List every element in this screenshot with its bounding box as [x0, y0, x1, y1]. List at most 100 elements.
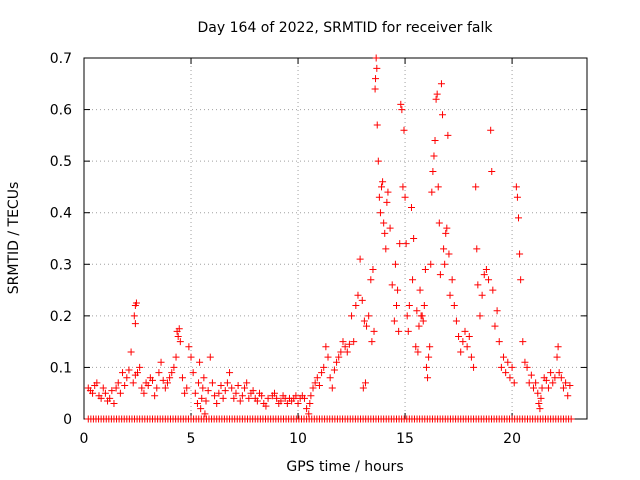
- data-point: [497, 363, 505, 371]
- data-point: [434, 183, 442, 191]
- data-point: [191, 389, 199, 397]
- data-point: [489, 286, 497, 294]
- data-point: [350, 338, 358, 346]
- data-point: [382, 245, 390, 253]
- data-point: [348, 312, 356, 320]
- data-point: [452, 317, 460, 325]
- data-point: [557, 374, 565, 382]
- data-point: [93, 379, 101, 387]
- data-point: [204, 387, 212, 395]
- data-point: [119, 369, 127, 377]
- data-point: [337, 348, 345, 356]
- data-point: [238, 392, 246, 400]
- chart-grid: [84, 58, 587, 419]
- data-point: [384, 188, 392, 196]
- data-point: [566, 381, 574, 389]
- data-point: [441, 260, 449, 268]
- data-point: [148, 376, 156, 384]
- data-point: [495, 338, 503, 346]
- data-point: [388, 281, 396, 289]
- data-point: [380, 219, 388, 227]
- data-point: [431, 137, 439, 145]
- data-point: [472, 183, 480, 191]
- data-point: [409, 276, 417, 284]
- data-point: [264, 394, 272, 402]
- data-point: [161, 384, 169, 392]
- data-point: [283, 400, 291, 408]
- data-point: [228, 384, 236, 392]
- data-point: [521, 358, 529, 366]
- y-tick-label: 0.5: [50, 154, 72, 170]
- data-point: [435, 219, 443, 227]
- data-point: [525, 379, 533, 387]
- data-point: [429, 167, 437, 175]
- data-point: [415, 322, 423, 330]
- data-point: [341, 343, 349, 351]
- data-point: [450, 302, 458, 310]
- data-point: [138, 384, 146, 392]
- y-tick-label: 0.7: [50, 51, 72, 67]
- data-point: [328, 384, 336, 392]
- data-point: [470, 363, 478, 371]
- data-point: [485, 276, 493, 284]
- data-point: [185, 343, 193, 351]
- data-point: [474, 281, 482, 289]
- data-point: [482, 265, 490, 273]
- y-axis-label: SRMTID / TECUs: [6, 182, 22, 295]
- data-point: [443, 224, 451, 232]
- data-point: [123, 374, 131, 382]
- data-point: [512, 183, 520, 191]
- data-point: [108, 387, 116, 395]
- data-point: [101, 389, 109, 397]
- data-point: [404, 327, 412, 335]
- data-point: [428, 188, 436, 196]
- data-point: [89, 389, 97, 397]
- data-point: [300, 394, 308, 402]
- data-point: [262, 402, 270, 410]
- y-tick-label: 0.1: [50, 360, 72, 376]
- data-point: [356, 255, 364, 263]
- data-point: [303, 405, 311, 413]
- data-point: [405, 302, 413, 310]
- data-point: [476, 312, 484, 320]
- data-point: [436, 271, 444, 279]
- data-points: [84, 54, 575, 423]
- data-point: [410, 235, 418, 242]
- data-point: [554, 343, 562, 351]
- data-point: [232, 389, 240, 397]
- data-point: [487, 126, 495, 134]
- data-point: [189, 369, 197, 377]
- data-point: [418, 312, 426, 320]
- data-point: [106, 394, 114, 402]
- x-tick-label: 20: [503, 431, 521, 447]
- data-point: [144, 381, 152, 389]
- data-point: [430, 152, 438, 160]
- data-point: [553, 353, 561, 361]
- data-point: [365, 312, 373, 320]
- data-point: [397, 100, 405, 108]
- data-point: [163, 379, 171, 387]
- data-point: [326, 374, 334, 382]
- data-point: [374, 157, 382, 165]
- data-point: [360, 317, 368, 325]
- data-point: [151, 392, 159, 400]
- baseline-point: [567, 415, 575, 423]
- data-point: [535, 400, 543, 408]
- data-point: [395, 327, 403, 335]
- data-point: [504, 358, 512, 366]
- data-point: [446, 291, 454, 299]
- data-point: [129, 379, 137, 387]
- data-point: [510, 379, 518, 387]
- data-point: [140, 389, 148, 397]
- data-point: [195, 379, 203, 387]
- data-point: [234, 381, 242, 389]
- x-axis-label: GPS time / hours: [286, 459, 403, 475]
- data-point: [116, 389, 124, 397]
- data-point: [363, 322, 371, 330]
- data-point: [465, 332, 473, 340]
- axis-ticks: [83, 57, 587, 420]
- data-point: [369, 265, 377, 273]
- data-point: [318, 369, 326, 377]
- data-point: [432, 95, 440, 103]
- data-point: [136, 363, 144, 371]
